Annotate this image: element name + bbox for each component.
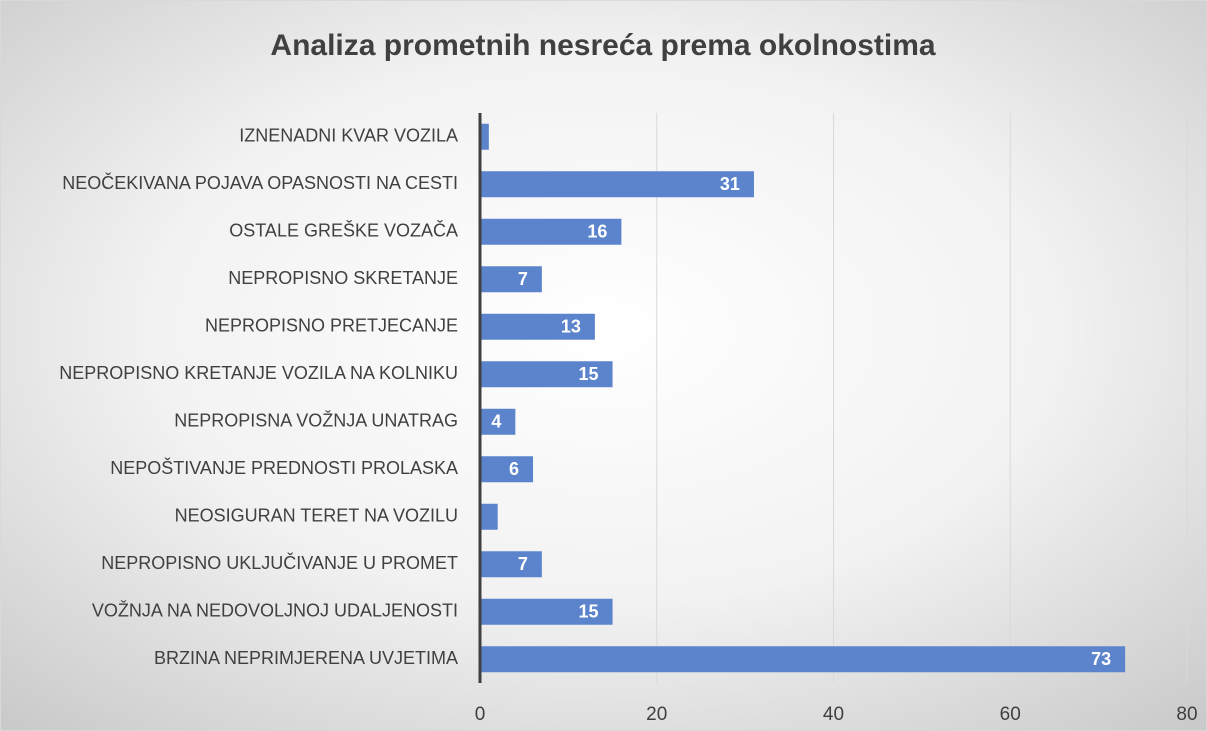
y-tick-label: NEPOŠTIVANJE PREDNOSTI PROLASKA (110, 457, 458, 478)
bar (480, 266, 542, 293)
data-label: 31 (720, 174, 740, 194)
y-tick-label: IZNENADNI KVAR VOZILA (239, 126, 458, 146)
y-tick-label: OSTALE GREŠKE VOZAČA (229, 220, 458, 241)
bar (480, 171, 754, 198)
x-tick-label: 20 (646, 704, 667, 725)
y-tick-label: BRZINA NEPRIMJERENA UVJETIMA (154, 648, 458, 668)
data-label: 16 (587, 222, 607, 242)
data-label: 15 (579, 364, 599, 384)
y-tick-label: VOŽNJA NA NEDOVOLJNOJ UDALJENOSTI (92, 601, 458, 621)
data-label: 4 (491, 412, 501, 432)
x-tick-label: 80 (1176, 704, 1197, 725)
data-label: 7 (518, 554, 528, 574)
y-tick-label: NEPROPISNO UKLJUČIVANJE U PROMET (101, 552, 458, 573)
data-label: 13 (561, 317, 581, 337)
chart-title: Analiza prometnih nesreća prema okolnost… (270, 29, 936, 62)
data-label: 7 (518, 269, 528, 289)
bar (480, 361, 613, 388)
y-tick-label: NEPROPISNO SKRETANJE (228, 268, 458, 288)
bar (480, 646, 1126, 673)
data-label: 15 (579, 602, 599, 622)
bar (480, 551, 542, 578)
bar (480, 456, 534, 483)
y-tick-label: NEOČEKIVANA POJAVA OPASNOSTI NA CESTI (62, 172, 458, 193)
bar (480, 408, 516, 435)
y-tick-label: NEOSIGURAN TERET NA VOZILU (175, 506, 458, 526)
bar (480, 598, 613, 625)
data-label: 6 (509, 459, 519, 479)
x-tick-label: 0 (475, 704, 486, 725)
y-tick-label: NEPROPISNO KRETANJE VOZILA NA KOLNIKU (59, 363, 458, 383)
y-tick-label: NEPROPISNO PRETJECANJE (205, 316, 458, 336)
bar (480, 218, 622, 245)
data-label: 73 (1091, 649, 1111, 669)
x-tick-label: 40 (823, 704, 844, 725)
bar (480, 503, 498, 530)
bar (480, 313, 595, 340)
y-tick-label: NEPROPISNA VOŽNJA UNATRAG (174, 411, 458, 431)
bar (480, 123, 489, 150)
x-tick-label: 60 (1000, 704, 1021, 725)
